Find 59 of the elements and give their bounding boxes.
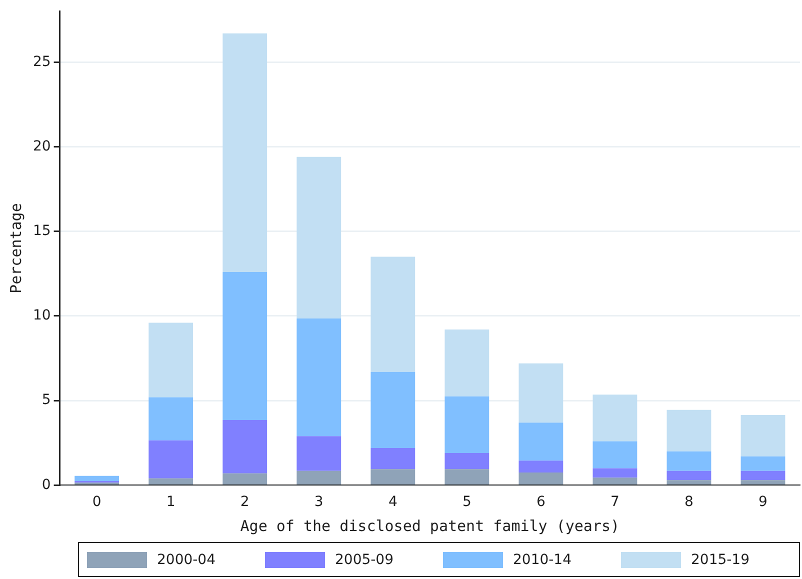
bar <box>592 468 638 478</box>
bar <box>444 469 490 484</box>
bar <box>148 397 194 440</box>
bar <box>222 33 268 272</box>
bar <box>296 436 342 471</box>
bar <box>370 448 416 470</box>
legend-label: 2000-04 <box>157 552 216 568</box>
x-tick-label: 9 <box>758 494 768 510</box>
bar <box>518 422 564 461</box>
bar <box>666 451 712 471</box>
bar <box>222 272 268 420</box>
x-tick-label: 8 <box>684 494 694 510</box>
bar <box>296 318 342 436</box>
x-tick-label: 7 <box>610 494 620 510</box>
x-axis-title: Age of the disclosed patent family (years) <box>240 516 620 535</box>
bar <box>592 478 638 484</box>
bar <box>370 372 416 448</box>
bar <box>148 478 194 484</box>
bar <box>444 396 490 454</box>
legend-label: 2010-14 <box>513 552 572 568</box>
legend-label: 2015-19 <box>691 552 750 568</box>
y-tick-label: 20 <box>32 138 51 154</box>
bar <box>444 330 490 396</box>
y-tick-label: 5 <box>42 392 51 408</box>
bar <box>518 363 564 423</box>
bar <box>518 460 564 473</box>
bar <box>740 470 786 480</box>
bar <box>296 470 342 484</box>
bar <box>740 414 786 456</box>
bar <box>666 470 712 480</box>
x-tick-label: 5 <box>462 494 472 510</box>
bar <box>222 473 268 484</box>
bar <box>74 476 120 481</box>
bar <box>518 472 564 484</box>
bar <box>592 394 638 442</box>
bar <box>370 256 416 372</box>
y-tick-label: 15 <box>32 223 51 240</box>
x-tick-label: 4 <box>388 494 398 510</box>
y-axis-title: Percentage <box>6 203 25 294</box>
y-tick-label: 10 <box>32 308 51 324</box>
x-tick-label: 3 <box>314 494 324 510</box>
bar <box>370 469 416 484</box>
bar <box>592 441 638 468</box>
bar <box>148 322 194 398</box>
y-tick-label: 25 <box>32 54 51 70</box>
bar <box>444 453 490 470</box>
x-tick-label: 1 <box>166 494 176 510</box>
x-tick-label: 0 <box>92 494 102 510</box>
bar <box>148 440 194 478</box>
y-tick-label: 0 <box>42 476 51 493</box>
bar <box>222 420 268 474</box>
bar <box>666 480 712 484</box>
x-tick-label: 2 <box>240 494 250 510</box>
bar <box>740 456 786 471</box>
bar <box>666 410 712 452</box>
bar <box>296 156 342 319</box>
legend-label: 2005-09 <box>335 552 394 568</box>
x-tick-label: 6 <box>536 494 546 510</box>
bar <box>740 480 786 484</box>
